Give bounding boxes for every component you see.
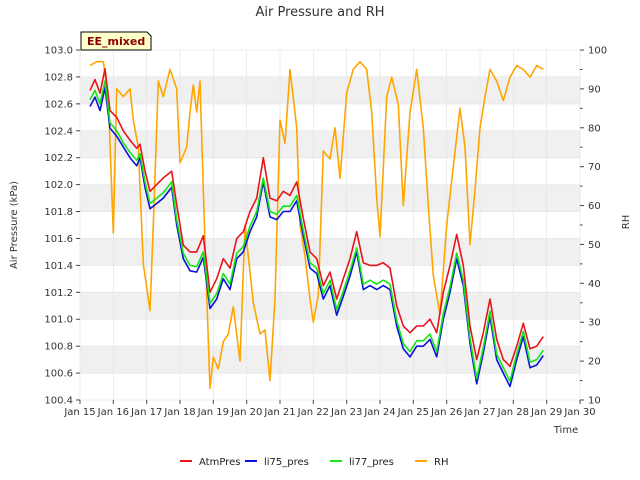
x-tick-label: Jan 22 — [297, 407, 329, 418]
y-tick-label: 100.4 — [44, 396, 73, 407]
y2-tick-label: 10 — [588, 396, 601, 407]
y-axis-right: 10 20 30 40 50 60 70 80 90 100 — [580, 46, 607, 407]
background-band — [80, 292, 580, 320]
x-axis: Jan 15 Jan 16 Jan 17 Jan 18 Jan 19 Jan 20 Jan … — [63, 400, 596, 418]
y-tick-label: 101.6 — [44, 234, 73, 245]
y-tick-label: 102.2 — [44, 153, 73, 164]
legend-label-rh: RH — [434, 457, 448, 468]
x-axis-title: Time — [553, 425, 578, 436]
y-tick-label: 101.4 — [44, 261, 73, 272]
y-tick-label: 103.0 — [44, 46, 73, 57]
y2-tick-label: 40 — [588, 279, 601, 290]
x-tick-label: Jan 26 — [430, 407, 462, 418]
series-layer — [89, 60, 544, 390]
y2-tick-label: 60 — [588, 201, 601, 212]
x-tick-label: Jan 29 — [530, 407, 562, 418]
y-tick-label: 100.8 — [44, 342, 73, 353]
y2-tick-label: 20 — [588, 357, 601, 368]
series-line-li77_pres — [89, 80, 544, 382]
x-tick-label: Jan 15 — [63, 407, 95, 418]
x-tick-label: Jan 30 — [563, 407, 595, 418]
background-band — [80, 130, 580, 158]
y-tick-label: 102.8 — [44, 72, 73, 83]
legend-label-atmpres: AtmPres — [199, 457, 240, 468]
y-tick-label: 102.4 — [44, 126, 73, 137]
y2-tick-label: 50 — [588, 240, 601, 251]
dataset-badge: EE_mixed — [80, 31, 152, 51]
x-tick-label: Jan 25 — [397, 407, 429, 418]
x-tick-label: Jan 21 — [263, 407, 295, 418]
background-band — [80, 346, 580, 374]
y-axis-left: 100.4 100.6 100.8 101.0 101.2 101.4 101.6 101.8… — [44, 46, 80, 407]
x-tick-label: Jan 23 — [330, 407, 362, 418]
y2-tick-label: 90 — [588, 84, 601, 95]
y-tick-label: 102.6 — [44, 99, 73, 110]
background-band — [80, 238, 580, 266]
x-tick-label: Jan 28 — [497, 407, 529, 418]
x-tick-label: Jan 17 — [130, 407, 162, 418]
y-tick-label: 101.8 — [44, 207, 73, 218]
y-axis-right-title: RH — [621, 215, 632, 229]
legend-label-li77_pres: li77_pres — [349, 457, 394, 468]
legend-label-li75_pres: li75_pres — [264, 457, 309, 468]
x-tick-label: Jan 16 — [97, 407, 129, 418]
badge-label: EE_mixed — [87, 35, 145, 48]
chart-title: Air Pressure and RH — [255, 5, 384, 20]
background-bands — [80, 50, 580, 400]
y-axis-left-title: Air Pressure (kPa) — [9, 181, 20, 269]
badge-box — [80, 31, 152, 51]
y2-tick-label: 70 — [588, 162, 601, 173]
x-tick-label: Jan 19 — [197, 407, 229, 418]
series-line-rh — [89, 60, 544, 390]
y-tick-label: 100.6 — [44, 369, 73, 380]
legend: AtmPres li75_pres li77_pres RH — [180, 457, 448, 468]
x-tick-label: Jan 27 — [463, 407, 495, 418]
y2-tick-label: 80 — [588, 123, 601, 134]
y-tick-label: 101.0 — [44, 315, 73, 326]
x-tick-label: Jan 18 — [163, 407, 195, 418]
y2-tick-label: 100 — [588, 46, 607, 57]
series-line-atmpres — [89, 68, 544, 368]
y-tick-label: 102.0 — [44, 180, 73, 191]
y-tick-label: 101.2 — [44, 288, 73, 299]
background-band — [80, 76, 580, 104]
x-tick-label: Jan 20 — [230, 407, 262, 418]
x-tick-label: Jan 24 — [363, 407, 395, 418]
y2-tick-label: 30 — [588, 318, 601, 329]
